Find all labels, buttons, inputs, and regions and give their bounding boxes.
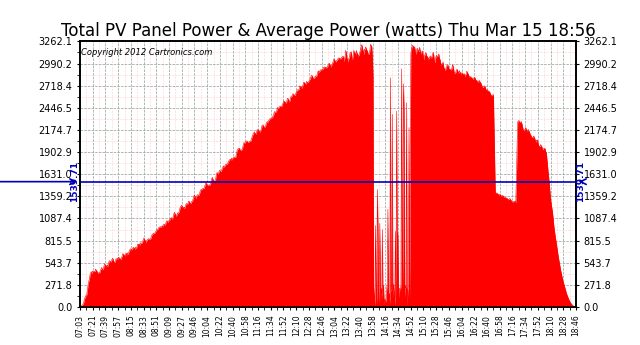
- Text: 1539.71: 1539.71: [70, 161, 79, 202]
- Text: Copyright 2012 Cartronics.com: Copyright 2012 Cartronics.com: [81, 48, 213, 57]
- Title: Total PV Panel Power & Average Power (watts) Thu Mar 15 18:56: Total PV Panel Power & Average Power (wa…: [61, 22, 595, 40]
- Text: 1539.71: 1539.71: [577, 161, 586, 202]
